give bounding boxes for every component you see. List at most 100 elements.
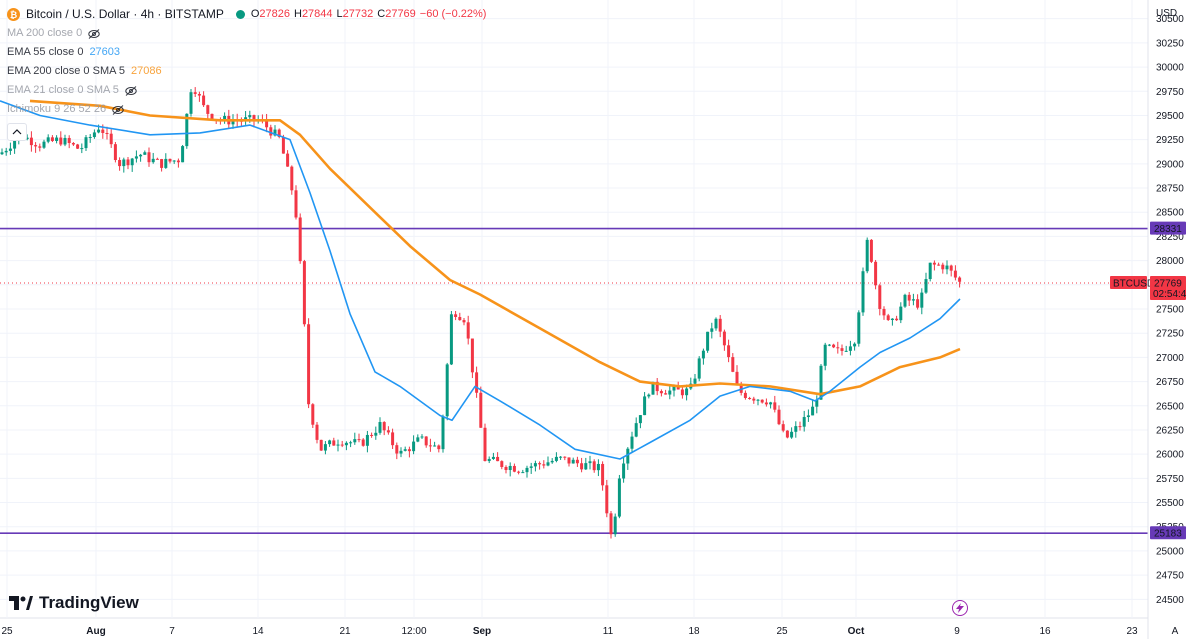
candle-body xyxy=(454,314,458,318)
hidden-eye-icon[interactable] xyxy=(125,85,137,96)
candle-body xyxy=(311,404,315,425)
candle-body xyxy=(290,166,294,191)
symbol-badge-label: BTCUSD xyxy=(1113,278,1154,289)
ohlc-values: O27826 H27844 L27732 C27769 −60 (−0.22%) xyxy=(251,5,491,24)
candle-body xyxy=(88,137,92,139)
candle-body xyxy=(391,432,395,446)
candle-body xyxy=(819,365,823,400)
candle-body xyxy=(395,445,399,454)
ohlc-change: −60 (−0.22%) xyxy=(419,8,487,20)
candle-body xyxy=(344,442,348,446)
candle-body xyxy=(252,115,256,121)
candle-body xyxy=(462,320,466,323)
symbol-row[interactable]: ₿ Bitcoin / U.S. Dollar · 4h · BITSTAMP … xyxy=(7,5,490,24)
candle-body xyxy=(0,152,4,155)
candle-body xyxy=(67,137,71,144)
candle-body xyxy=(370,434,374,436)
candle-body xyxy=(907,294,911,301)
candle-body xyxy=(580,463,584,470)
indicator-row[interactable]: EMA 200 close 0 SMA 5 27086 xyxy=(7,62,490,81)
candle-body xyxy=(122,159,126,167)
x-tick-label: 11 xyxy=(603,626,614,637)
collapse-legend-button[interactable] xyxy=(7,123,27,141)
candle-body xyxy=(928,262,932,280)
candle-body xyxy=(504,466,508,471)
candle-body xyxy=(105,132,109,134)
chevron-up-icon xyxy=(12,129,22,135)
candle-body xyxy=(764,402,768,405)
hidden-eye-icon[interactable] xyxy=(112,104,124,115)
candle-body xyxy=(475,372,479,393)
indicator-row[interactable]: Ichimoku 9 26 52 26 xyxy=(7,100,490,119)
x-tick-label: 12:00 xyxy=(401,626,426,637)
candle-body xyxy=(63,137,67,145)
candle-body xyxy=(340,444,344,446)
candle-body xyxy=(853,343,857,347)
x-tick-label: 7 xyxy=(169,626,175,637)
candle-body xyxy=(428,445,432,447)
candle-body xyxy=(365,434,369,446)
market-status-icon[interactable] xyxy=(235,10,245,19)
indicator-row[interactable]: EMA 21 close 0 SMA 5 xyxy=(7,81,490,100)
ema-200-line xyxy=(29,99,961,396)
candle-body xyxy=(832,344,836,348)
y-tick-label: 25500 xyxy=(1156,498,1184,509)
time-axis[interactable]: 25 Aug 7 14 21 12:00 Sep 11 18 25 Oct 9 16 23 A xyxy=(1,626,1178,637)
candle-body xyxy=(584,463,588,470)
candle-body xyxy=(277,129,281,137)
indicator-row[interactable]: EMA 55 close 0 27603 xyxy=(7,43,490,62)
candle-body xyxy=(798,426,802,428)
level-label: 25183 xyxy=(1154,529,1182,540)
indicator-label: Ichimoku 9 26 52 26 xyxy=(7,103,107,115)
y-tick-label: 24500 xyxy=(1156,595,1184,606)
candle-body xyxy=(626,448,630,464)
candle-body xyxy=(176,160,180,163)
horizontal-levels[interactable] xyxy=(0,227,1148,535)
candle-body xyxy=(886,315,890,321)
y-tick-label: 26250 xyxy=(1156,425,1184,436)
candle-body xyxy=(533,463,537,467)
indicator-label: EMA 21 close 0 SMA 5 xyxy=(7,84,119,96)
y-tick-label: 27250 xyxy=(1156,329,1184,340)
candle-body xyxy=(55,137,59,141)
candle-body xyxy=(542,464,546,466)
candle-body xyxy=(622,463,626,479)
price-axis[interactable]: USD2450024750250002525025500257502600026… xyxy=(1110,0,1187,639)
candle-body xyxy=(298,217,302,262)
indicator-row[interactable]: MA 200 close 0 xyxy=(7,24,490,43)
candle-body xyxy=(197,93,201,96)
candle-body xyxy=(806,415,810,418)
level-label: 28331 xyxy=(1154,224,1182,235)
candle-body xyxy=(378,422,382,433)
tradingview-logo[interactable]: TradingView xyxy=(9,593,139,613)
candle-body xyxy=(701,350,705,359)
candle-body xyxy=(693,378,697,384)
y-tick-label: 30000 xyxy=(1156,63,1184,74)
candle-body xyxy=(92,132,96,138)
candle-body xyxy=(882,308,886,316)
ohlc-l: L27732 xyxy=(336,8,374,20)
events-bolt-icon[interactable] xyxy=(952,600,968,616)
candle-body xyxy=(500,461,504,467)
candle-body xyxy=(676,386,680,390)
candle-body xyxy=(596,463,600,471)
candle-body xyxy=(538,463,542,465)
candle-body xyxy=(508,465,512,471)
y-tick-label: 27500 xyxy=(1156,305,1184,316)
candle-body xyxy=(382,422,386,431)
candle-body xyxy=(609,513,613,535)
candle-body xyxy=(802,417,806,427)
candle-body xyxy=(433,445,437,447)
candle-body xyxy=(332,440,336,446)
candle-body xyxy=(46,137,50,142)
candle-body xyxy=(71,143,75,145)
candle-body xyxy=(672,386,676,391)
candle-body xyxy=(294,190,298,218)
hidden-eye-icon[interactable] xyxy=(88,28,100,39)
y-tick-label: 24750 xyxy=(1156,571,1184,582)
candle-body xyxy=(374,432,378,436)
y-tick-label: 25000 xyxy=(1156,546,1184,557)
candle-body xyxy=(554,456,558,461)
candle-body xyxy=(790,431,794,438)
